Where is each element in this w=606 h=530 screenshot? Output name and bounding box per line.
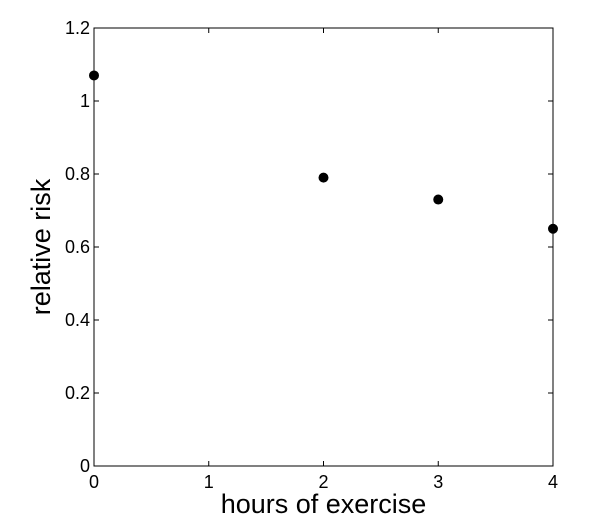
y-tick-label: 0 [80, 456, 90, 476]
plot-area [93, 27, 554, 467]
y-tick-label: 0.2 [65, 383, 90, 403]
data-points [89, 70, 558, 234]
y-tick-label: 0.8 [65, 164, 90, 184]
x-tick-label: 3 [433, 472, 443, 492]
x-tick-label: 0 [89, 472, 99, 492]
y-tick-label: 1.2 [65, 18, 90, 38]
y-tick-label: 0.6 [65, 237, 90, 257]
y-axis-label: relative risk [26, 178, 56, 315]
x-tick-label: 1 [204, 472, 214, 492]
plot-frame [93, 27, 554, 467]
y-tick-label: 0.4 [65, 310, 90, 330]
axis-ticks: 0 1 2 3 4 0 0.2 0.4 0.6 0.8 1 1.2 [65, 18, 558, 492]
data-point [548, 223, 558, 234]
data-point [433, 194, 444, 205]
x-tick-label: 4 [548, 472, 558, 492]
x-axis-label: hours of exercise [221, 489, 427, 519]
x-tick-label: 2 [318, 472, 328, 492]
y-tick-label: 1 [80, 91, 90, 111]
data-point [318, 172, 329, 183]
data-point [89, 70, 99, 81]
